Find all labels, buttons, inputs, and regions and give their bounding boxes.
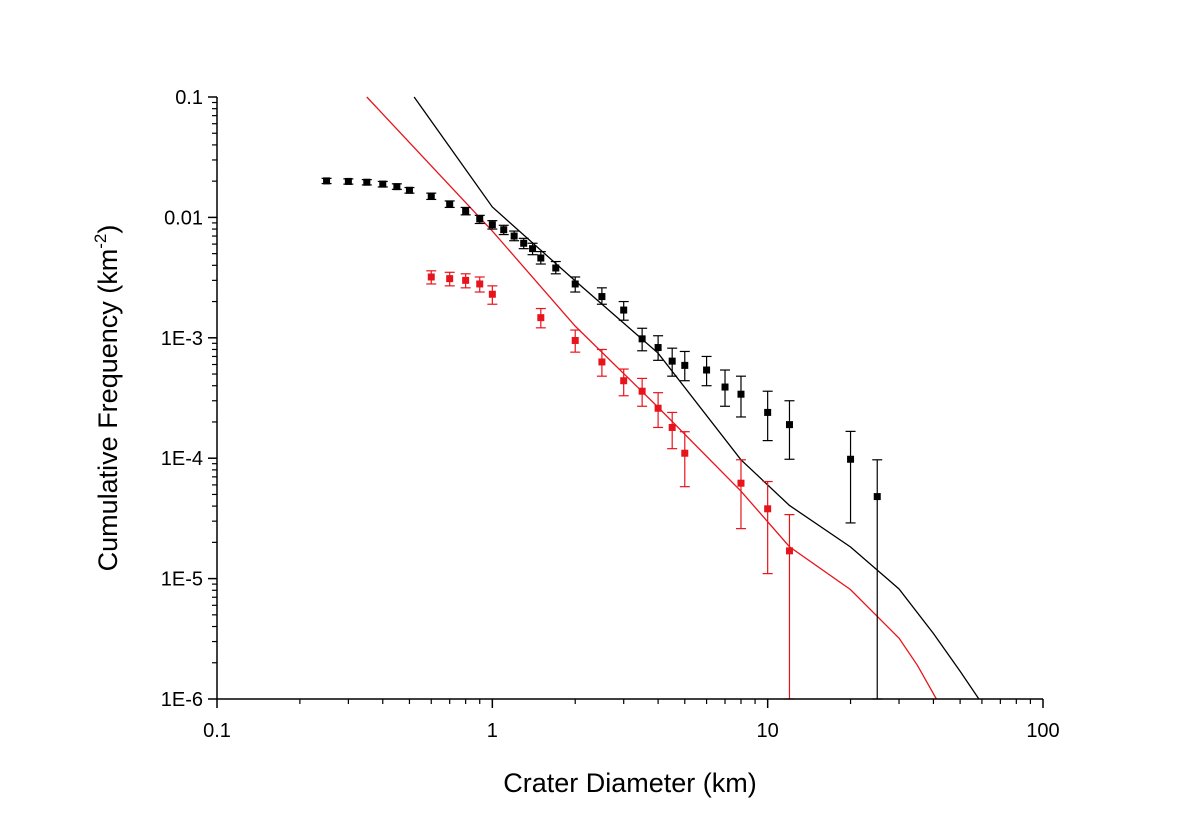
data-point	[363, 178, 371, 186]
data-point	[462, 276, 470, 284]
y-tick-label: 1E-4	[161, 448, 203, 470]
plot-area	[321, 96, 980, 700]
x-axis-title: Crater Diameter (km)	[503, 768, 757, 798]
data-point	[847, 455, 855, 463]
data-point	[785, 421, 793, 429]
data-point	[764, 505, 772, 513]
data-point	[638, 387, 646, 395]
data-point	[654, 404, 662, 412]
data-point	[405, 186, 413, 194]
data-point	[476, 215, 484, 223]
data-point	[681, 361, 689, 369]
data-point	[446, 275, 454, 283]
data-point	[668, 423, 676, 431]
data-point	[476, 280, 484, 288]
data-point	[598, 358, 606, 366]
data-point	[510, 232, 518, 240]
data-series-0	[321, 177, 883, 700]
data-point	[393, 183, 401, 191]
data-point	[462, 207, 470, 215]
data-point	[488, 290, 496, 298]
x-tick-label: 10	[757, 720, 779, 742]
data-point	[785, 547, 793, 555]
x-tick-label: 0.1	[203, 720, 231, 742]
data-point	[427, 192, 435, 200]
data-point	[654, 344, 662, 352]
data-point	[427, 273, 435, 281]
data-point	[620, 377, 628, 385]
data-point	[873, 493, 881, 501]
data-point	[681, 449, 689, 457]
fit-line-3	[366, 96, 937, 699]
data-point	[620, 306, 628, 314]
fit-line-2	[413, 96, 980, 699]
y-tick-label: 1E-3	[161, 328, 203, 350]
y-axis-title-superscript: -2	[91, 234, 110, 249]
data-point	[529, 245, 537, 253]
data-point	[638, 335, 646, 343]
data-point	[446, 200, 454, 208]
x-tick-label: 1	[487, 720, 498, 742]
data-point	[737, 390, 745, 398]
data-point	[703, 366, 711, 374]
axes: 0.1 1 10 100 0.1 0.01 1E-3 1E-4 1E-5 1E-6	[161, 87, 1060, 742]
data-point	[598, 293, 606, 301]
data-point	[571, 336, 579, 344]
y-axis-title-close: )	[93, 225, 123, 234]
data-point	[379, 180, 387, 188]
y-tick-label: 1E-5	[161, 569, 203, 591]
x-tick-label: 100	[1026, 720, 1059, 742]
data-point	[488, 221, 496, 229]
data-point	[344, 177, 352, 185]
y-axis-title: Cumulative Frequency (km-2)	[91, 225, 123, 572]
y-axis-title-main: Cumulative Frequency (km	[93, 249, 123, 572]
data-point	[500, 226, 508, 234]
data-point	[737, 479, 745, 487]
data-point	[571, 280, 579, 288]
data-point	[537, 254, 545, 262]
data-point	[668, 357, 676, 365]
data-point	[721, 383, 729, 391]
data-point	[520, 239, 528, 247]
data-point	[323, 177, 331, 185]
data-point	[552, 264, 560, 272]
data-point	[764, 408, 772, 416]
y-tick-label: 0.01	[164, 207, 203, 229]
y-tick-label: 1E-6	[161, 689, 203, 711]
data-series-1	[426, 270, 795, 700]
y-tick-label: 0.1	[175, 87, 203, 109]
data-point	[537, 314, 545, 322]
